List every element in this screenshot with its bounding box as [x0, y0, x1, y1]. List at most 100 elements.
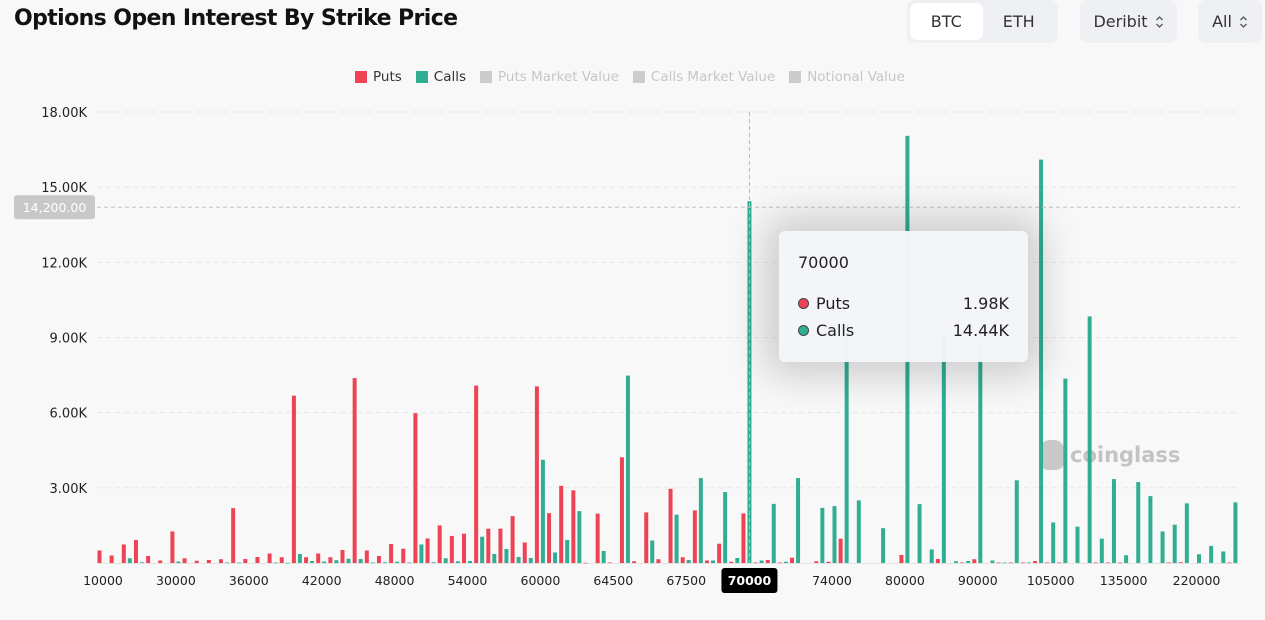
- puts-bar: [692, 510, 697, 563]
- calls-bar: [370, 562, 375, 564]
- puts-bar: [376, 555, 381, 563]
- calls-swatch: [415, 71, 428, 83]
- puts-bar: [206, 559, 211, 563]
- exchange-select[interactable]: Deribit: [1080, 0, 1177, 43]
- calls-bar: [139, 562, 144, 563]
- puts-bar: [146, 555, 151, 563]
- calls-bar: [225, 562, 229, 564]
- x-tick-label: 36000: [229, 573, 269, 588]
- calls-bar: [674, 514, 679, 563]
- coin-btc-tab[interactable]: BTC: [910, 3, 983, 40]
- puts-bar: [559, 485, 564, 563]
- calls-bar: [1087, 316, 1092, 563]
- calls-bar: [881, 528, 886, 563]
- calls-bar: [540, 459, 545, 563]
- x-tick-label: 30000: [156, 573, 196, 588]
- calls-bar: [723, 492, 728, 563]
- calls-bar: [1002, 562, 1007, 564]
- puts-bar: [486, 528, 491, 563]
- coin-eth-tab[interactable]: ETH: [1002, 12, 1035, 31]
- crosshair-x-label-box: [721, 568, 778, 593]
- swatch: [632, 71, 645, 83]
- y-tick-label: 3.00K: [50, 482, 88, 497]
- calls-bar: [832, 506, 837, 563]
- calls-bar: [358, 558, 363, 563]
- x-tick-label: 42000: [302, 573, 342, 588]
- calls-bar: [1233, 502, 1238, 563]
- calls-bar: [1197, 554, 1201, 563]
- x-tick-label: 105000: [1027, 573, 1075, 588]
- puts-bar: [474, 385, 479, 563]
- puts-bar: [133, 539, 138, 563]
- calls-bar: [1063, 378, 1068, 563]
- legend-label: Puts Market Value: [498, 69, 619, 85]
- legend-item-calls-market-value[interactable]: Calls Market Value: [632, 69, 776, 85]
- puts-bar: [741, 513, 746, 563]
- y-tick-label: 15.00K: [41, 181, 87, 196]
- y-tick-label: 6.00K: [50, 407, 88, 422]
- calls-bar: [468, 560, 472, 563]
- calls-bar: [577, 511, 582, 563]
- puts-bar: [619, 457, 624, 563]
- puts-bar: [401, 548, 406, 563]
- coin-toggle: BTC ETH: [907, 0, 1058, 43]
- puts-bar: [571, 490, 576, 563]
- legend-item-puts[interactable]: Puts: [355, 69, 402, 85]
- puts-bar: [814, 561, 819, 563]
- legend-label: Calls: [433, 69, 467, 85]
- puts-bar: [304, 557, 309, 563]
- puts-bar: [753, 562, 758, 564]
- legend-label: Calls Market Value: [650, 69, 776, 85]
- legend-item-puts-market-value[interactable]: Puts Market Value: [480, 69, 619, 85]
- x-tick-label: 67500: [666, 573, 706, 588]
- chevron-up-down-icon: [1239, 15, 1247, 28]
- x-tick-label: 48000: [375, 573, 415, 588]
- legend-item-notional-value[interactable]: Notional Value: [789, 69, 905, 85]
- puts-bar: [413, 413, 418, 563]
- calls-bar: [273, 562, 278, 564]
- exchange-select-value: Deribit: [1093, 12, 1148, 31]
- calls-bar: [625, 375, 630, 563]
- legend-item-calls[interactable]: Calls: [415, 69, 467, 85]
- chart-legend: Puts Calls Puts Market Value Calls Marke…: [355, 69, 905, 85]
- puts-bar: [158, 560, 163, 563]
- calls-bar: [759, 560, 764, 563]
- puts-bar: [607, 562, 612, 564]
- calls-bar: [966, 560, 971, 563]
- puts-bar: [291, 395, 296, 563]
- calls-bar: [1051, 522, 1056, 563]
- calls-bar: [990, 560, 995, 563]
- puts-bar: [826, 561, 831, 563]
- puts-bar: [656, 559, 661, 563]
- calls-bar: [419, 544, 424, 563]
- puts-bar: [899, 554, 904, 563]
- puts-bar: [279, 557, 284, 563]
- puts-bar: [1227, 562, 1232, 564]
- calls-bar: [565, 539, 570, 563]
- calls-bar: [455, 561, 460, 563]
- puts-bar: [267, 553, 272, 563]
- tooltip-row-calls: Calls 14.44K: [798, 317, 1009, 344]
- calls-bar: [528, 557, 533, 563]
- puts-bar: [1093, 562, 1098, 564]
- calls-bar: [929, 549, 934, 563]
- puts-bar: [547, 513, 552, 563]
- puts-bar: [425, 538, 430, 563]
- puts-bar: [972, 559, 977, 563]
- calls-bar: [686, 559, 691, 563]
- calls-bar: [844, 322, 849, 563]
- expiry-select[interactable]: All: [1198, 0, 1262, 43]
- puts-bar: [632, 561, 637, 563]
- coinglass-logo-icon: [1040, 440, 1064, 470]
- puts-bar: [765, 559, 770, 563]
- puts-bar: [1045, 562, 1050, 564]
- calls-bar: [553, 552, 558, 563]
- calls-bar: [237, 562, 242, 564]
- tooltip: 70000 Puts 1.98K Calls 14.44K: [779, 231, 1028, 362]
- puts-bar: [729, 561, 734, 563]
- puts-bar: [243, 558, 248, 563]
- legend-label: Puts: [373, 69, 402, 85]
- tooltip-value: 14.44K: [952, 321, 1009, 340]
- calls-bar: [1014, 480, 1019, 563]
